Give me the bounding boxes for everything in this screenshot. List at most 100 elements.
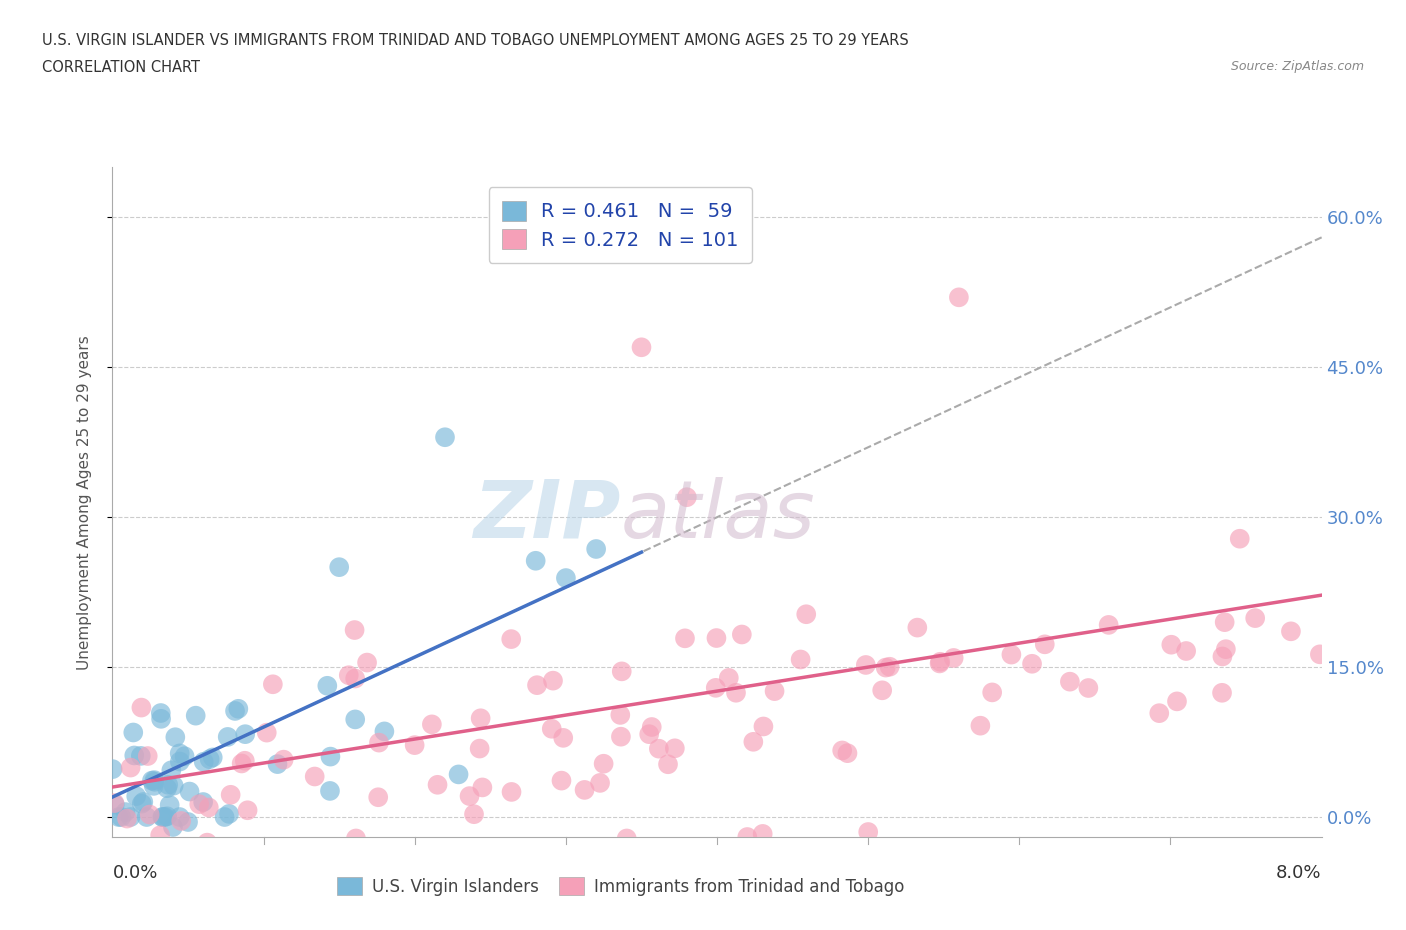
Point [150, 711, 173, 726]
Point [141, 773, 163, 788]
Point [157, 777, 180, 792]
Point [855, 658, 877, 672]
Point [831, 743, 853, 758]
Point [368, 736, 391, 751]
Point [540, 722, 562, 737]
Point [150, 810, 173, 825]
Point [641, 720, 664, 735]
Point [138, 807, 160, 822]
Point [1160, 637, 1182, 652]
Point [214, 810, 236, 825]
Point [870, 683, 893, 698]
Point [228, 701, 250, 716]
Point [344, 712, 367, 727]
Point [367, 790, 389, 804]
Point [337, 668, 360, 683]
Point [905, 620, 928, 635]
Point [737, 830, 759, 844]
Point [526, 678, 548, 693]
Point [524, 553, 547, 568]
Point [794, 606, 817, 621]
Point [132, 794, 155, 809]
Point [657, 757, 679, 772]
Point [731, 627, 754, 642]
Point [201, 750, 224, 764]
Point [1000, 647, 1022, 662]
Point [471, 780, 494, 795]
Point [589, 776, 612, 790]
Point [675, 490, 697, 505]
Point [706, 631, 728, 645]
Point [1279, 624, 1302, 639]
Point [169, 754, 191, 769]
Point [1098, 618, 1121, 632]
Point [236, 803, 259, 817]
Point [928, 656, 950, 671]
Point [103, 796, 125, 811]
Point [184, 709, 207, 724]
Point [1229, 531, 1251, 546]
Y-axis label: Unemployment Among Ages 25 to 29 years: Unemployment Among Ages 25 to 29 years [77, 335, 91, 670]
Point [157, 840, 180, 855]
Point [616, 831, 638, 846]
Point [1149, 706, 1171, 721]
Point [1211, 649, 1233, 664]
Point [789, 652, 811, 667]
Point [751, 827, 773, 842]
Point [129, 749, 152, 764]
Point [233, 726, 256, 741]
Point [217, 729, 239, 744]
Point [763, 684, 786, 698]
Text: 8.0%: 8.0% [1277, 864, 1322, 882]
Point [344, 671, 367, 686]
Point [1175, 644, 1198, 658]
Point [162, 819, 184, 834]
Point [343, 622, 366, 637]
Point [648, 741, 671, 756]
Point [218, 806, 240, 821]
Point [875, 660, 897, 675]
Point [156, 781, 179, 796]
Point [170, 814, 193, 829]
Point [470, 711, 492, 725]
Point [319, 783, 342, 798]
Point [856, 825, 880, 840]
Point [1166, 694, 1188, 709]
Point [574, 782, 596, 797]
Point [173, 749, 195, 764]
Point [752, 719, 775, 734]
Point [153, 810, 176, 825]
Point [463, 806, 485, 821]
Point [328, 560, 350, 575]
Point [233, 753, 256, 768]
Point [638, 726, 661, 741]
Point [169, 746, 191, 761]
Text: 0.0%: 0.0% [112, 864, 157, 882]
Point [273, 752, 295, 767]
Point [1211, 685, 1233, 700]
Point [193, 754, 215, 769]
Point [125, 789, 148, 804]
Point [468, 741, 491, 756]
Point [344, 831, 367, 846]
Point [163, 778, 186, 793]
Point [169, 810, 191, 825]
Point [122, 748, 145, 763]
Point [115, 811, 138, 826]
Point [1077, 681, 1099, 696]
Point [426, 777, 449, 792]
Point [120, 810, 142, 825]
Point [673, 631, 696, 645]
Point [1215, 642, 1237, 657]
Point [131, 700, 153, 715]
Point [929, 655, 952, 670]
Point [107, 810, 129, 825]
Point [195, 835, 218, 850]
Point [219, 788, 242, 803]
Point [256, 725, 278, 740]
Point [120, 760, 142, 775]
Point [177, 815, 200, 830]
Point [179, 784, 201, 799]
Point [160, 763, 183, 777]
Point [610, 729, 633, 744]
